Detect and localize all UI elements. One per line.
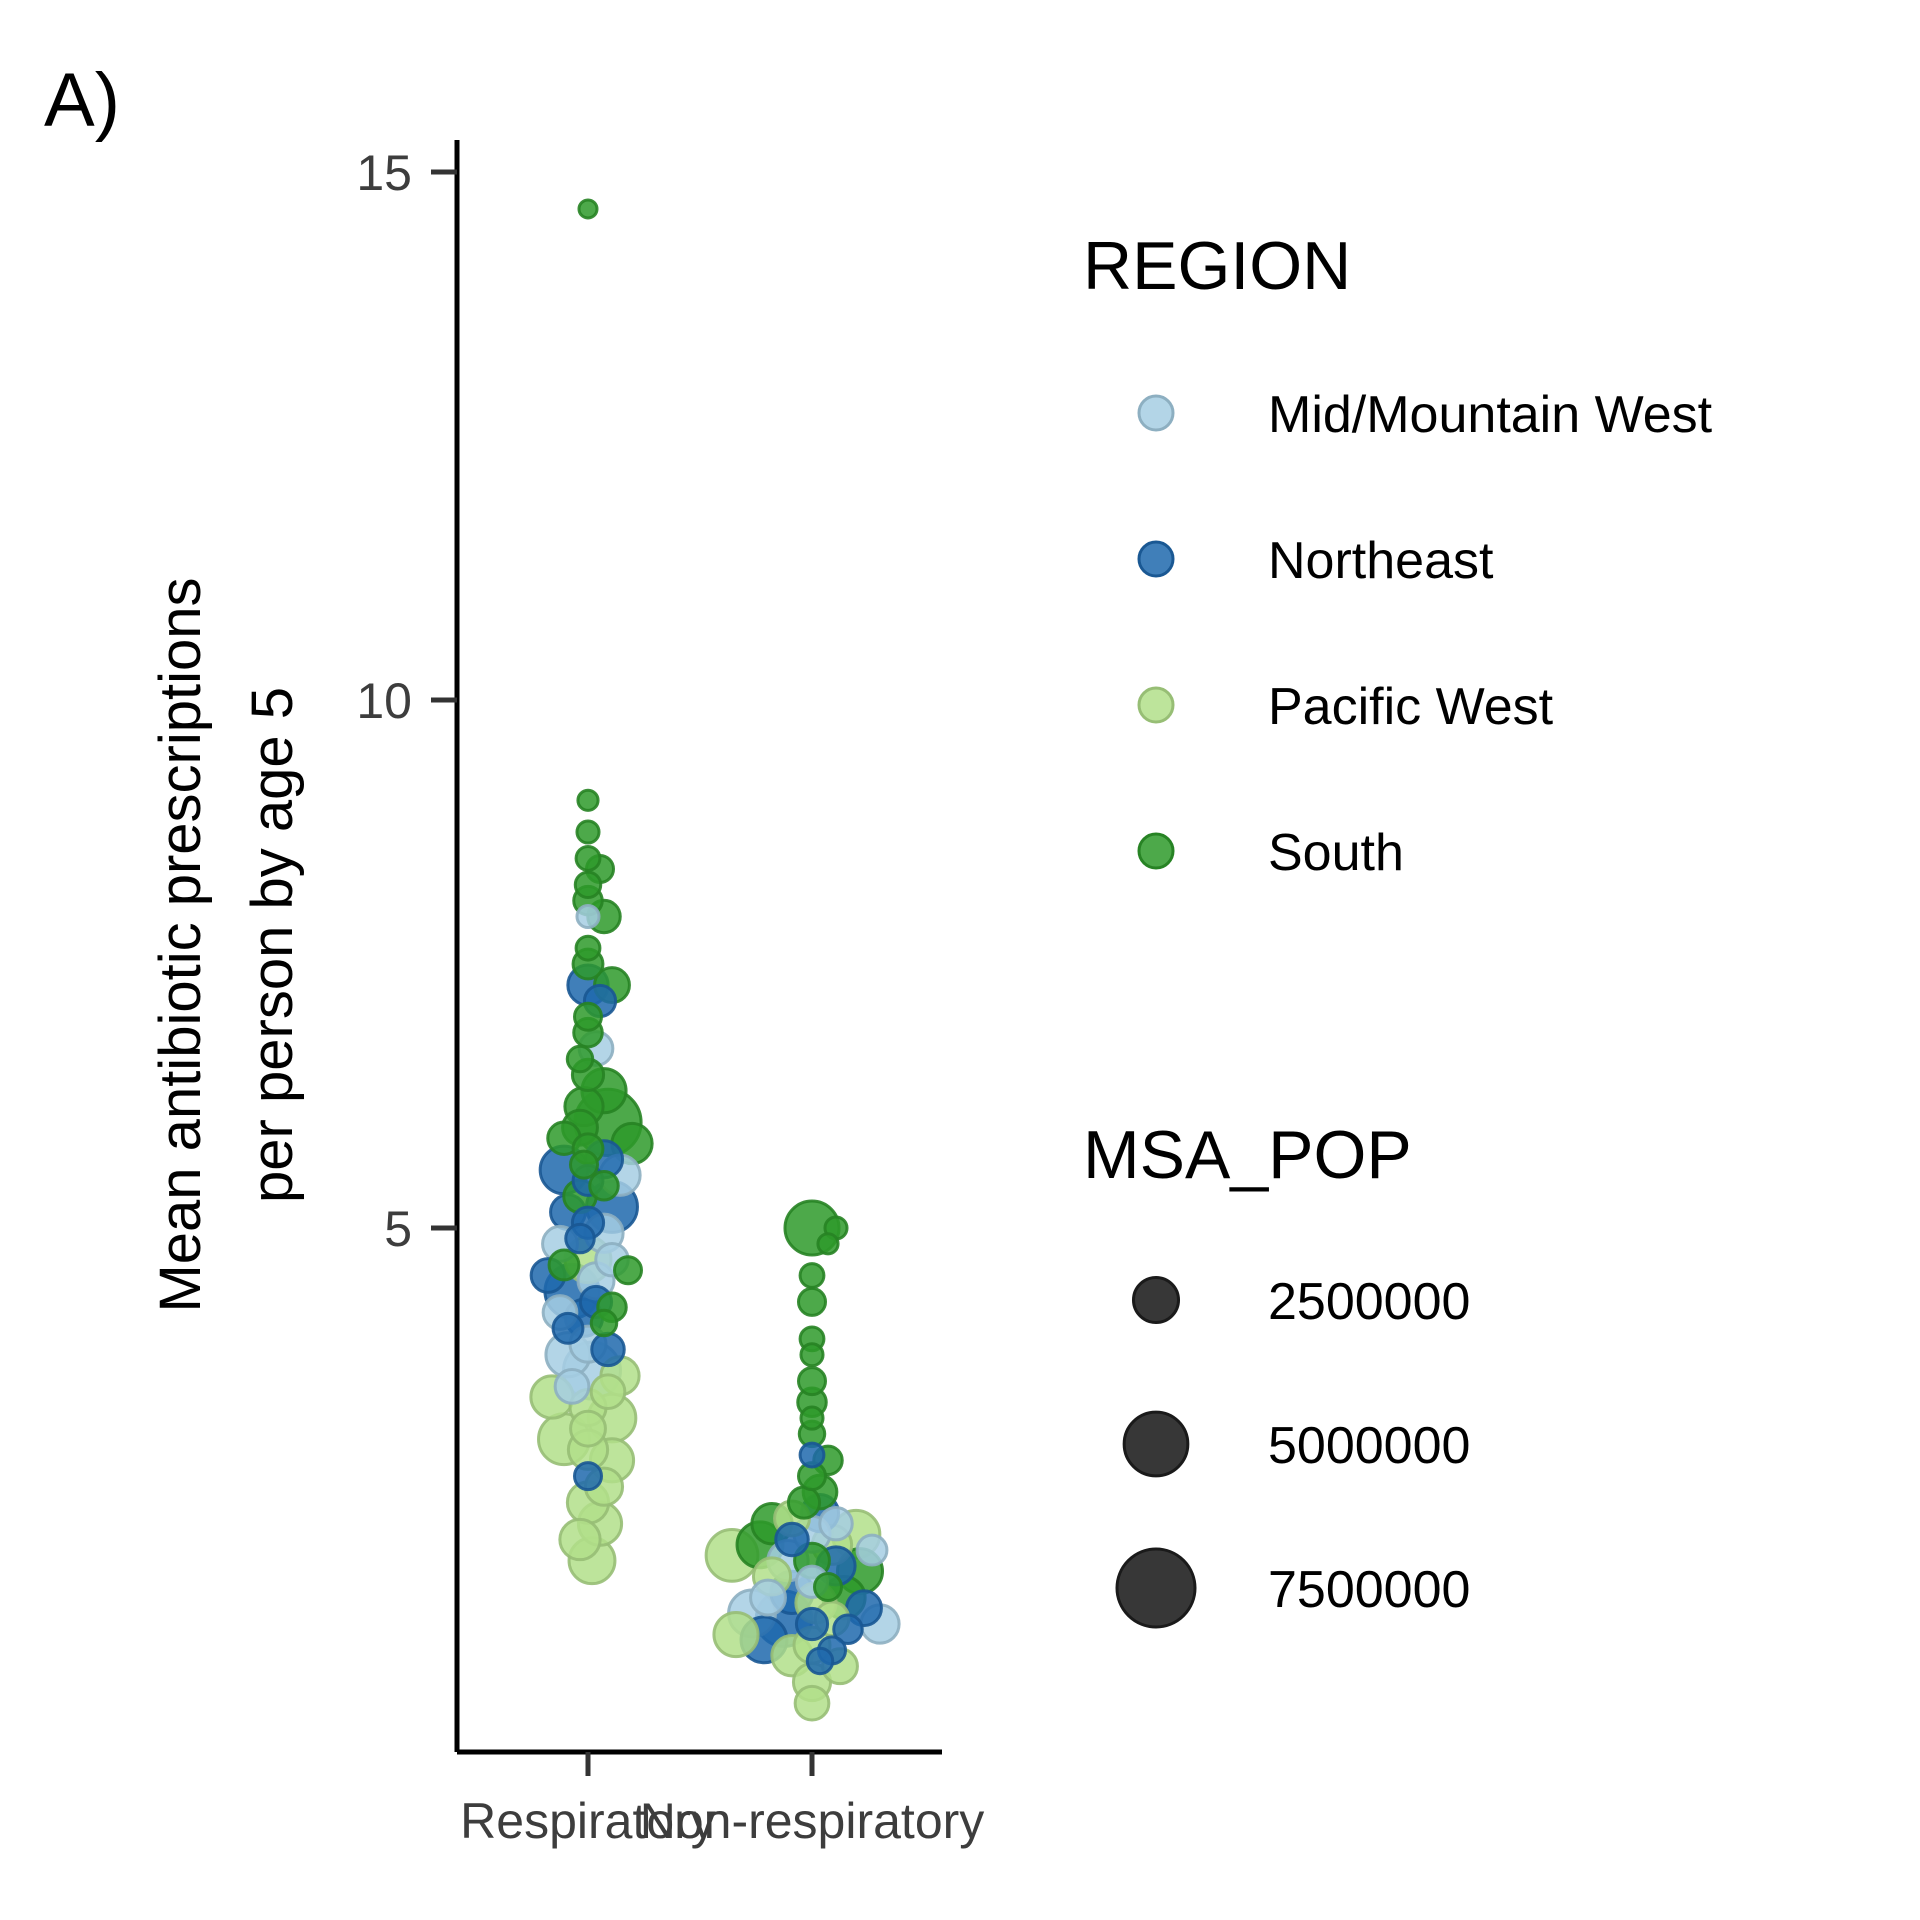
data-point-south [589, 1308, 619, 1338]
data-point-mid-mountain-west [553, 1368, 591, 1405]
legend-key-south [1137, 832, 1175, 870]
region-legend: REGION Mid/Mountain West Northeast Pacific… [1083, 228, 1713, 882]
data-point-south [568, 1149, 600, 1180]
data-point-pacific-west [589, 1373, 627, 1411]
data-point-pacific-west [558, 1517, 602, 1562]
data-point-south [576, 788, 600, 812]
size-legend-title: MSA_POP [1083, 1117, 1412, 1193]
data-point-pacific-west [793, 1684, 831, 1722]
data-point-pacific-west [569, 1409, 607, 1448]
data-point-mid-mountain-west [749, 1578, 787, 1617]
data-point-south [575, 819, 601, 845]
x-tick-label-respiratory: Respiratory [460, 1793, 716, 1849]
size-legend-label-7500000: 7500000 [1268, 1561, 1470, 1619]
axes [454, 140, 942, 1755]
legend-label-pacific-west: Pacific West [1268, 678, 1554, 736]
data-point-south [799, 1342, 825, 1368]
data-point-south [798, 1262, 826, 1289]
y-ticks: 5 10 15 [356, 145, 457, 1257]
data-point-south [588, 1170, 620, 1202]
legend-label-south: South [1268, 824, 1404, 882]
size-legend: MSA_POP 2500000 5000000 7500000 [1083, 1117, 1470, 1629]
data-point-northeast [551, 1311, 585, 1345]
data-point-mid-mountain-west [855, 1533, 889, 1567]
data-point-pacific-west [712, 1610, 760, 1659]
data-point-south [799, 1405, 825, 1431]
data-point-south [572, 1001, 604, 1032]
data-point-south [573, 870, 603, 900]
data-point-south [577, 198, 599, 220]
data-point-northeast [794, 1606, 830, 1642]
data-point-northeast [564, 1222, 596, 1255]
y-axis-title-line-2: per person by age 5 [240, 687, 305, 1203]
data-point-northeast [774, 1521, 810, 1558]
y-tick-label-10: 10 [356, 673, 412, 729]
y-tick-label-15: 15 [356, 145, 412, 201]
data-point-south [816, 1232, 840, 1256]
data-point-northeast [798, 1441, 826, 1469]
y-tick-label-5: 5 [384, 1201, 412, 1257]
size-legend-label-5000000: 5000000 [1268, 1417, 1470, 1475]
data-point-south [574, 844, 602, 872]
points-layer [529, 198, 901, 1722]
size-legend-label-2500000: 2500000 [1268, 1273, 1470, 1331]
data-point-south [547, 1248, 581, 1282]
size-legend-key-5000000 [1122, 1410, 1190, 1478]
data-point-south [565, 1044, 595, 1074]
data-point-northeast [832, 1613, 864, 1646]
legend-key-northeast [1137, 540, 1175, 578]
data-point-mid-mountain-west [575, 903, 601, 930]
data-point-south [574, 934, 602, 962]
data-point-south [796, 1286, 828, 1317]
data-point-mid-mountain-west [818, 1505, 854, 1542]
data-point-south [796, 1366, 828, 1397]
size-legend-key-2500000 [1131, 1275, 1181, 1325]
region-legend-title: REGION [1083, 228, 1351, 304]
legend-key-pacific-west [1137, 686, 1175, 724]
data-point-northeast [590, 1331, 626, 1368]
legend-label-mid-mountain-west: Mid/Mountain West [1268, 386, 1713, 444]
legend-label-northeast: Northeast [1268, 532, 1494, 590]
y-axis-title: Mean antibiotic prescriptions per person… [148, 577, 305, 1312]
legend-key-mid-mountain-west [1137, 394, 1175, 432]
data-point-northeast [805, 1646, 835, 1676]
data-point-northeast [572, 1461, 604, 1492]
x-tick-label-non-respiratory: Non-respiratory [640, 1793, 985, 1849]
data-point-south [612, 1255, 644, 1286]
y-axis-title-line-1: Mean antibiotic prescriptions [148, 577, 213, 1312]
data-point-south [812, 1572, 844, 1603]
panel-label: A) [44, 58, 120, 143]
size-legend-key-7500000 [1115, 1547, 1197, 1629]
data-point-south [786, 1485, 822, 1520]
